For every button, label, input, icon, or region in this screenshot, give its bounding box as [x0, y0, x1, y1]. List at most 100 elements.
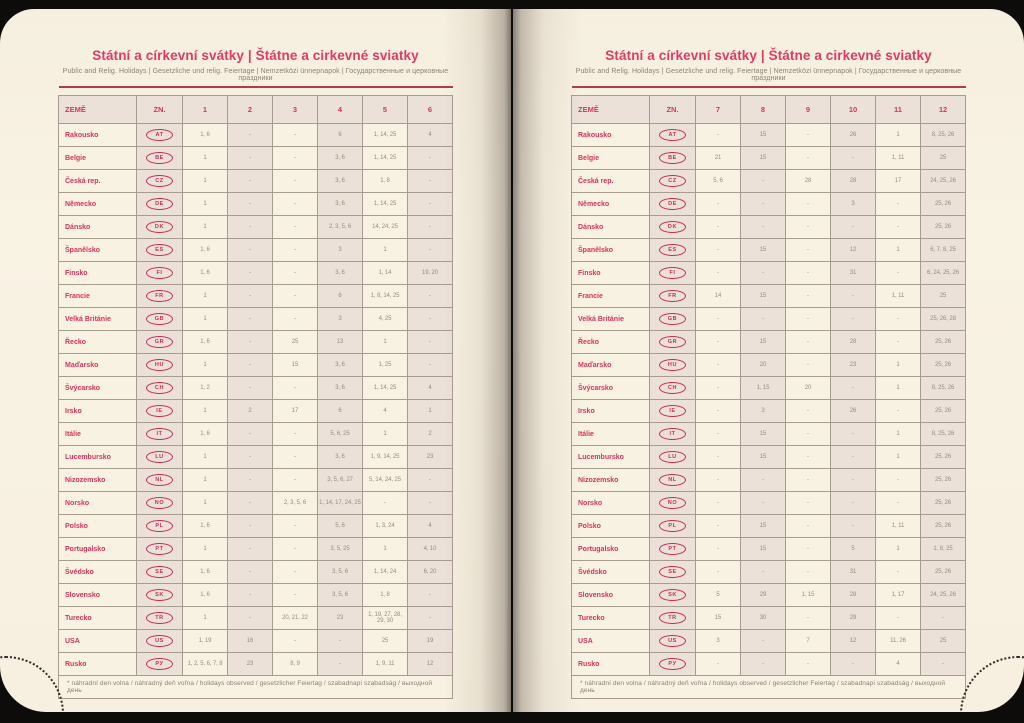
- table-row: Maďarsko HU -20-23 1 25, 26: [571, 353, 966, 377]
- holiday-dates-cell: 1: [875, 238, 921, 262]
- country-code-cell: GB: [136, 307, 183, 331]
- holiday-dates-cell: 1, 14, 25: [362, 146, 408, 170]
- header-month: 6: [407, 95, 453, 124]
- table-row: Finsko FI - - -31-6, 24, 25, 26: [571, 261, 966, 285]
- country-cell: Řecko: [58, 330, 137, 354]
- holiday-dates-cell: -: [785, 261, 831, 285]
- holiday-dates-cell: 2, 3, 5, 6: [272, 491, 318, 515]
- holiday-dates-cell: -: [785, 491, 831, 515]
- table-row: Finsko FI 1, 6- -3, 6 1, 14 19, 20: [58, 261, 453, 285]
- country-code-cell: FR: [136, 284, 183, 308]
- holiday-dates-cell: -: [830, 146, 876, 170]
- country-cell: Rusko: [571, 652, 650, 676]
- country-cell: Slovensko: [58, 583, 137, 607]
- country-cell: Česká rep.: [58, 169, 137, 193]
- table-row: Dánsko DK 1- -2, 3, 5, 6 14, 24, 25-: [58, 215, 453, 239]
- table-row: Portugalsko PT 1- -3, 5, 25 1 4, 10: [58, 537, 453, 561]
- holiday-dates-cell: 25, 26: [920, 560, 966, 584]
- country-code-cell: US: [136, 629, 183, 653]
- page-subtitle: Public and Relig. Holidays | Gesetzliche…: [62, 68, 449, 82]
- holiday-dates-cell: 23: [317, 606, 363, 630]
- holiday-dates-cell: -: [272, 560, 318, 584]
- holiday-dates-cell: 1, 17: [875, 583, 921, 607]
- holiday-dates-cell: 1, 14, 24: [362, 560, 408, 584]
- holiday-dates-cell: -: [785, 537, 831, 561]
- country-cell: Rusko: [58, 652, 137, 676]
- holiday-dates-cell: 12: [407, 652, 453, 676]
- holiday-dates-cell: 28: [830, 583, 876, 607]
- country-cell: Turecko: [58, 606, 137, 630]
- country-code-cell: РУ: [136, 652, 183, 676]
- holiday-dates-cell: 25, 26: [920, 330, 966, 354]
- country-code-cell: PL: [136, 514, 183, 538]
- table-row: Dánsko DK - - - - -25, 26: [571, 215, 966, 239]
- holiday-dates-cell: -: [407, 330, 453, 354]
- holiday-dates-cell: 1, 14, 25: [362, 192, 408, 216]
- holiday-dates-cell: 25, 26: [920, 399, 966, 423]
- holiday-dates-cell: -: [227, 192, 273, 216]
- country-code-badge: FI: [659, 267, 686, 279]
- holiday-dates-cell: 1, 14, 25: [362, 123, 408, 147]
- holiday-dates-cell: 1, 6: [182, 261, 228, 285]
- country-code-cell: HU: [649, 353, 696, 377]
- country-cell: Španělsko: [58, 238, 137, 262]
- country-code-badge: РУ: [659, 658, 686, 670]
- holiday-dates-cell: 28: [830, 169, 876, 193]
- corner-perforation-dots: [960, 656, 1024, 712]
- holiday-dates-cell: -: [740, 307, 786, 331]
- holiday-dates-cell: -: [695, 330, 741, 354]
- holiday-dates-cell: 8, 9: [272, 652, 318, 676]
- holiday-dates-cell: 1, 19, 27, 28, 29, 30: [362, 606, 408, 630]
- holiday-dates-cell: 25, 26: [920, 514, 966, 538]
- country-cell: Lucembursko: [571, 445, 650, 469]
- holiday-dates-cell: -: [830, 652, 876, 676]
- holiday-dates-cell: 1: [182, 146, 228, 170]
- holiday-dates-cell: -: [695, 215, 741, 239]
- holiday-dates-cell: -: [875, 330, 921, 354]
- holiday-dates-cell: -: [740, 215, 786, 239]
- holiday-dates-cell: 1, 14, 17, 24, 25: [317, 491, 363, 515]
- country-code-cell: SK: [649, 583, 696, 607]
- holiday-dates-cell: 12: [830, 238, 876, 262]
- holiday-table-months-1-6: ZEMĚ ZN. 1 2 3 4 5 6 Rakousko AT 1, 6- -6 1, 14, 25 4…: [58, 95, 453, 699]
- holiday-dates-cell: -: [785, 422, 831, 446]
- holiday-dates-cell: -: [407, 284, 453, 308]
- holiday-dates-cell: 4: [407, 123, 453, 147]
- country-cell: Dánsko: [571, 215, 650, 239]
- holiday-dates-cell: 1, 11: [875, 284, 921, 308]
- holiday-dates-cell: 4: [875, 652, 921, 676]
- holiday-dates-cell: 1, 8: [362, 169, 408, 193]
- holiday-dates-cell: -: [785, 468, 831, 492]
- country-code-cell: GB: [649, 307, 696, 331]
- holiday-dates-cell: -: [740, 261, 786, 285]
- country-code-cell: IE: [136, 399, 183, 423]
- holiday-dates-cell: -: [785, 652, 831, 676]
- holiday-dates-cell: 23: [407, 445, 453, 469]
- holiday-dates-cell: 16: [227, 629, 273, 653]
- country-code-cell: AT: [649, 123, 696, 147]
- holiday-dates-cell: -: [227, 376, 273, 400]
- country-code-cell: NL: [649, 468, 696, 492]
- holiday-dates-cell: -: [227, 307, 273, 331]
- holiday-dates-cell: 1, 9, 14, 25: [362, 445, 408, 469]
- table-row: Irsko IE -3-26-25, 26: [571, 399, 966, 423]
- country-cell: Lucembursko: [58, 445, 137, 469]
- header-month: 4: [317, 95, 363, 124]
- holiday-dates-cell: -: [227, 123, 273, 147]
- holiday-dates-cell: -: [785, 560, 831, 584]
- country-cell: Belgie: [571, 146, 650, 170]
- country-cell: Francie: [58, 284, 137, 308]
- country-cell: Itálie: [571, 422, 650, 446]
- holiday-dates-cell: 15: [740, 537, 786, 561]
- country-code-cell: US: [649, 629, 696, 653]
- table-row: Španělsko ES -15-12 1 6, 7, 8, 25: [571, 238, 966, 262]
- holiday-dates-cell: 23: [227, 652, 273, 676]
- holiday-dates-cell: 25, 26: [920, 468, 966, 492]
- holiday-dates-cell: 3, 6: [317, 192, 363, 216]
- holiday-dates-cell: 1: [362, 238, 408, 262]
- holiday-dates-cell: 26: [830, 123, 876, 147]
- holiday-dates-cell: 1, 15: [740, 376, 786, 400]
- holiday-dates-cell: 1, 8: [362, 583, 408, 607]
- holiday-dates-cell: 1: [182, 307, 228, 331]
- header-country: ZEMĚ: [571, 95, 650, 124]
